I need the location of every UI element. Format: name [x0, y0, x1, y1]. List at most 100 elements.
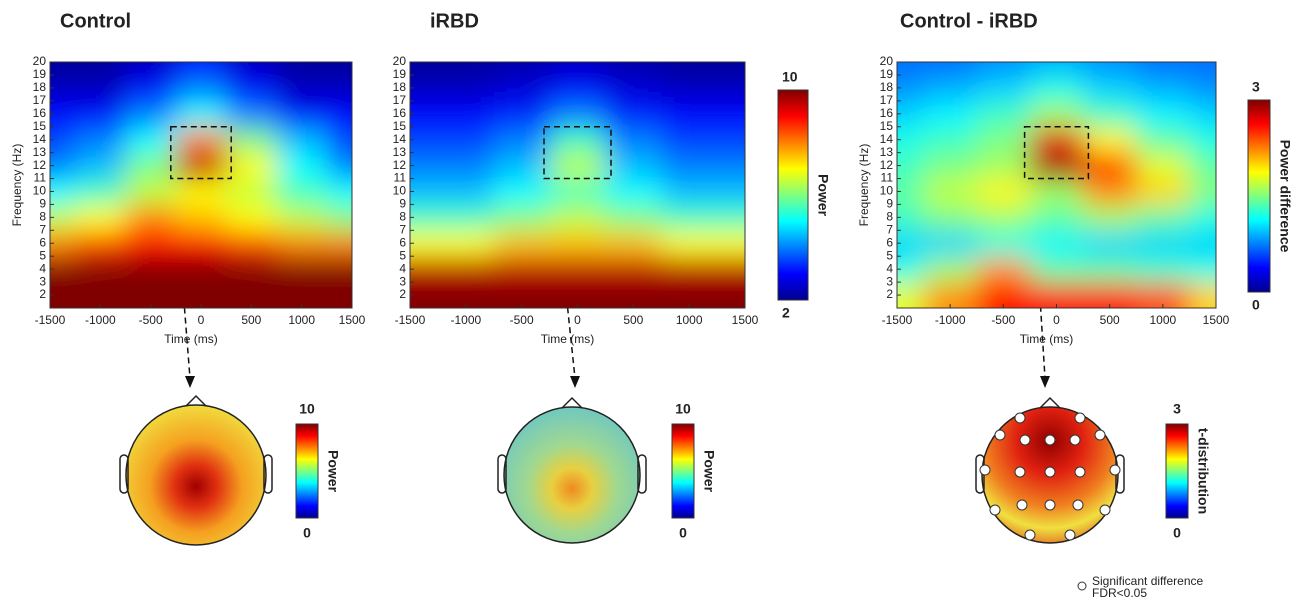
- heatmap-cell: [276, 178, 328, 206]
- heatmap-cells: [897, 62, 1216, 308]
- heatmap-cell: [605, 178, 663, 206]
- x-tick-label: 500: [1100, 313, 1120, 327]
- heatmap-cell: [75, 74, 127, 102]
- heatmap-cell: [661, 230, 719, 258]
- heatmap-cell: [549, 62, 607, 76]
- heatmap-cell: [605, 126, 663, 154]
- arrow-heads: [185, 376, 1050, 388]
- heatmap-cell: [1189, 126, 1216, 154]
- roi-box: [1023, 125, 1090, 180]
- heatmap-cell: [50, 178, 77, 206]
- y-tick-label: 18: [880, 80, 894, 94]
- legend-text: Significant difference: [1092, 574, 1204, 588]
- heatmap-cell: [50, 74, 77, 102]
- heatmap-cells: [410, 62, 745, 308]
- heatmap-cell: [923, 62, 978, 76]
- heatmap-cell: [226, 152, 278, 180]
- y-tick-label: 4: [886, 261, 893, 275]
- heatmap-cell: [1083, 256, 1138, 284]
- heatmap-cell: [923, 100, 978, 128]
- heatmap-cell: [50, 256, 77, 284]
- heatmap-cell: [276, 256, 328, 284]
- heatmap-cell: [549, 256, 607, 284]
- heatmap-cell: [1083, 62, 1138, 76]
- heatmap-cell: [410, 282, 439, 308]
- panel-title: Control - iRBD: [900, 10, 1038, 32]
- heatmap-cell: [326, 62, 352, 76]
- heatmap-cell: [226, 74, 278, 102]
- heatmap-cell: [226, 230, 278, 258]
- y-tick-label: 17: [880, 93, 894, 107]
- heatmap-cell: [1136, 100, 1191, 128]
- y-tick-label: 11: [34, 171, 47, 185]
- heatmap-cell: [717, 282, 745, 308]
- x-tick-label: -1000: [85, 313, 116, 327]
- y-tick-label: 12: [880, 158, 894, 172]
- x-tick-label: -500: [139, 313, 163, 327]
- heatmap-cell: [661, 100, 719, 128]
- heatmap-cell: [75, 62, 127, 76]
- heatmap-cell: [326, 126, 352, 154]
- colorbar-label: Power: [815, 174, 831, 217]
- heatmap-cell: [897, 178, 925, 206]
- heatmap-cell: [605, 100, 663, 128]
- heatmap-cell: [493, 230, 551, 258]
- heatmap-cell: [175, 100, 228, 128]
- heatmap-cell: [897, 256, 925, 284]
- panel-title: Control: [60, 10, 131, 32]
- heatmap-cell: [326, 256, 352, 284]
- y-tick-label: 3: [399, 274, 406, 288]
- heatmap-cell: [75, 126, 127, 154]
- heatmap: [897, 62, 1216, 308]
- heatmap-cell: [976, 126, 1031, 154]
- y-tick-label: 13: [880, 145, 894, 159]
- heatmap-cell: [175, 178, 228, 206]
- topo-colorbar-tick-label: 10: [299, 401, 315, 417]
- heatmap-cell: [125, 204, 177, 232]
- y-tick-label: 5: [39, 248, 46, 262]
- y-tick-label: 5: [399, 248, 406, 262]
- colorbar-tick-label: 3: [1252, 79, 1260, 95]
- heatmap-cell: [661, 74, 719, 102]
- heatmap-cell: [976, 178, 1031, 206]
- heatmap-cell: [493, 74, 551, 102]
- heatmap-cell: [1083, 230, 1138, 258]
- heatmap-cell: [661, 62, 719, 76]
- heatmap-cell: [661, 256, 719, 284]
- x-tick-label: 1500: [339, 313, 366, 327]
- y-tick-label: 2: [39, 287, 46, 301]
- y-tick-label: 15: [33, 119, 47, 133]
- heatmap-cell: [175, 282, 228, 308]
- heatmap-cell: [923, 74, 978, 102]
- heatmap-cell: [437, 230, 495, 258]
- heatmap-cell: [976, 62, 1031, 76]
- y-tick-label: 9: [886, 197, 893, 211]
- heatmap-cell: [1189, 100, 1216, 128]
- y-tick-label: 17: [393, 93, 407, 107]
- heatmap-cell: [923, 152, 978, 180]
- topo-colorbar: [1165, 423, 1189, 519]
- y-tick-label: 8: [399, 210, 406, 224]
- heatmap-cell: [493, 204, 551, 232]
- heatmap-cell: [717, 126, 745, 154]
- heatmap-cell: [226, 100, 278, 128]
- colorbar-tick-label: 0: [1252, 297, 1260, 313]
- topo-colorbar-tick-label: 0: [303, 525, 311, 541]
- heatmap-cell: [437, 62, 495, 76]
- y-tick-label: 20: [33, 54, 47, 68]
- significance-dots: [979, 412, 1121, 591]
- heatmap-cell: [661, 204, 719, 232]
- heatmap-cell: [661, 282, 719, 308]
- heatmap-cell: [410, 178, 439, 206]
- colorbar-label: Power difference: [1277, 140, 1293, 253]
- heatmap-cell: [717, 256, 745, 284]
- heatmap-cell: [1189, 178, 1216, 206]
- heatmap-cell: [923, 230, 978, 258]
- heatmap-cell: [717, 62, 745, 76]
- y-tick-label: 10: [393, 184, 407, 198]
- heatmap-cell: [125, 100, 177, 128]
- heatmap-cell: [1189, 204, 1216, 232]
- y-tick-label: 19: [393, 67, 407, 81]
- heatmap-cell: [50, 230, 77, 258]
- y-tick-label: 8: [39, 210, 46, 224]
